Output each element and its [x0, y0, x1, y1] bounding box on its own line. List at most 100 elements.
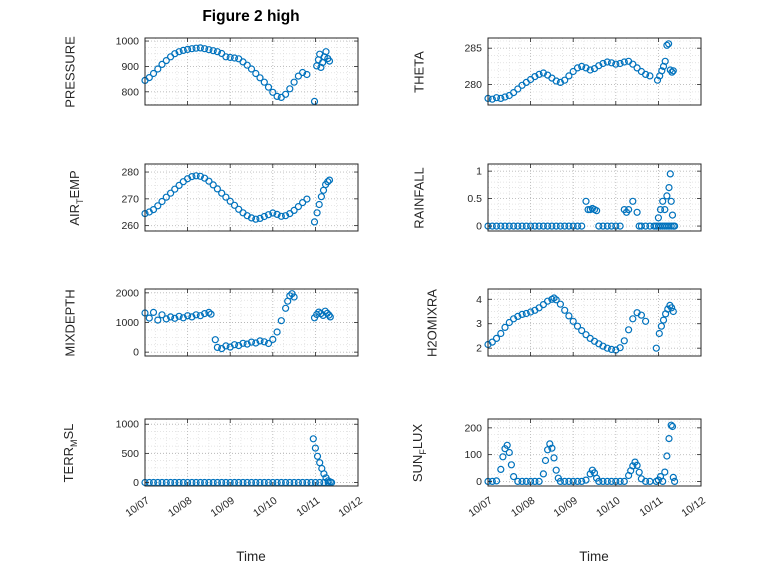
data-point — [299, 198, 307, 207]
data-point — [252, 69, 260, 78]
x-tick-label: 10/12 — [336, 495, 365, 520]
tick-marks — [487, 289, 702, 356]
data-point — [320, 470, 328, 478]
data-point — [183, 312, 192, 320]
y-tick-label: 285 — [464, 43, 482, 55]
data-point — [578, 222, 586, 230]
data-point — [642, 477, 650, 486]
data-point — [269, 335, 277, 344]
data-point — [505, 448, 513, 457]
data-point — [509, 88, 518, 97]
data-point — [635, 468, 643, 476]
data-point — [599, 222, 607, 230]
data-point — [586, 66, 594, 74]
data-point — [149, 308, 158, 316]
data-point — [531, 477, 539, 486]
data-point — [603, 58, 611, 66]
data-point — [603, 344, 611, 352]
data-point — [207, 310, 215, 318]
y-axis-label-mixdepth: MIXDEPTH — [62, 288, 78, 357]
data-point — [179, 314, 187, 322]
data-point — [326, 313, 334, 321]
data-point — [655, 329, 663, 338]
data-point — [192, 44, 200, 52]
axes-box — [487, 288, 702, 357]
data-point — [522, 477, 530, 486]
data-point — [518, 477, 526, 486]
data-point — [633, 461, 641, 470]
data-point — [548, 222, 556, 230]
data-point — [561, 222, 569, 230]
data-point — [175, 48, 183, 56]
data-point — [642, 222, 650, 230]
y-tick-label: 500 — [121, 448, 139, 460]
major-grid — [145, 289, 358, 356]
data-point — [637, 222, 645, 230]
data-point — [196, 312, 205, 320]
x-tick-label: 10/10 — [251, 495, 280, 520]
data-point — [539, 470, 548, 478]
data-point — [256, 337, 264, 345]
y-axis-label-terrmsl: TERRMSL — [61, 423, 79, 482]
data-point — [218, 189, 226, 197]
data-point — [252, 339, 260, 347]
data-point — [303, 195, 311, 203]
x-axis-label-right: Time — [579, 549, 609, 564]
data-point — [578, 477, 586, 486]
data-point — [552, 296, 560, 304]
data-point — [539, 69, 548, 77]
data-point — [522, 309, 530, 318]
data-point — [290, 293, 298, 301]
data-point — [286, 85, 294, 93]
y-axis-label-rainfall: RAINFALL — [411, 166, 427, 229]
tick-labels: 800 900 1000 — [116, 36, 140, 99]
data-point — [550, 454, 558, 462]
x-axis-label-left: Time — [236, 549, 266, 564]
data-point — [313, 452, 322, 460]
tick-marks — [144, 164, 359, 231]
data-point — [309, 435, 317, 443]
y-tick-label: 2000 — [116, 287, 140, 299]
data-point — [659, 477, 667, 486]
y-tick-label: 1 — [476, 166, 482, 178]
tick-labels: 0 100 200 10/07 10/08 10/09 10/10 10/11 10/12 — [464, 422, 707, 519]
data-point — [629, 197, 637, 205]
data-point — [497, 465, 505, 474]
data-point — [492, 477, 501, 485]
data-point — [213, 48, 221, 56]
data-point — [273, 328, 281, 336]
tick-marks — [487, 38, 702, 105]
data-point — [264, 211, 273, 219]
subplot-airtemp: 260 270 280 — [121, 163, 359, 232]
data-point — [166, 313, 175, 321]
data-point — [573, 322, 582, 330]
data-point — [183, 45, 192, 53]
x-tick-label: 10/10 — [594, 495, 623, 520]
tick-marks — [487, 419, 702, 486]
data-point — [145, 73, 153, 82]
data-point — [260, 338, 268, 346]
data-point — [269, 209, 277, 217]
data-point — [657, 322, 665, 330]
data-point — [200, 45, 209, 53]
data-point — [171, 50, 179, 58]
y-axis-label-airtemp: AIRTEMP — [67, 169, 85, 226]
data-point — [514, 477, 522, 486]
data-point — [282, 90, 290, 98]
data-point — [247, 65, 256, 73]
data-point — [546, 440, 554, 448]
data-point — [322, 48, 330, 56]
y-tick-label: 3 — [476, 318, 482, 330]
data-point — [256, 74, 264, 82]
data-point — [188, 173, 196, 181]
data-point — [179, 46, 187, 54]
data-point — [582, 64, 590, 72]
x-tick-label: 10/12 — [679, 495, 708, 520]
data-point — [209, 47, 217, 55]
data-point — [273, 210, 281, 219]
data-point — [213, 185, 221, 193]
data-point — [497, 222, 505, 230]
data-point — [211, 336, 219, 344]
data-point — [625, 326, 633, 334]
data-point — [149, 205, 158, 214]
